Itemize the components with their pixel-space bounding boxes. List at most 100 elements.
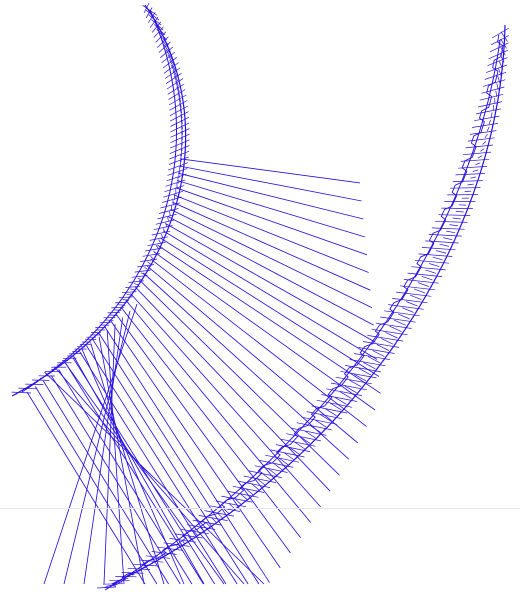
connector-line [79,351,227,585]
lower-band-tick [221,495,253,503]
upper-band-tick [181,125,183,135]
lower-band-tick [211,517,217,524]
lower-band-tick [340,370,377,379]
lower-band-tick [133,563,157,567]
connector-line [168,216,374,326]
lower-band-tick [490,35,509,46]
connector-line [50,375,181,585]
lower-band-tick [388,304,424,310]
upper-band-tick [134,269,151,273]
upper-band-tick [165,72,182,84]
upper-band-tick [168,162,189,171]
upper-band-tick [140,272,146,276]
upper-band-tick [25,383,44,385]
lower-band-tick [367,356,381,364]
lower-band-tick [278,457,289,466]
upper-band-tick [166,78,184,90]
lower-band-tick [239,493,248,500]
lower-band-tick [476,108,501,115]
upper-band-tick [130,288,136,291]
upper-band-tick [167,83,185,95]
lower-band-tick [186,524,216,530]
upper-band-tick [168,156,189,165]
vertical-connector [106,330,125,585]
lower-band-tick [372,350,385,357]
lower-band-tick [251,483,260,491]
upper-band-tick [151,230,171,236]
upper-band-tick [125,285,141,288]
lower-band-tick [358,347,395,354]
upper-band-tick [166,173,187,182]
connector-line [154,251,376,411]
upper-band-tick [170,122,190,133]
upper-band-tick [164,67,181,79]
upper-band-tick [165,179,186,187]
connector-line [175,187,368,256]
lower-band-tick [499,53,505,63]
connector-line [58,369,193,585]
lower-band-tick [301,416,337,425]
lower-band-tick [380,316,416,323]
upper-curved-band [11,2,190,397]
upper-band-tick [137,264,154,268]
lower-band-tick [358,367,371,376]
upper-band-tick [121,291,137,294]
upper-band-tick [170,65,177,77]
upper-band-tick [158,239,161,244]
upper-band-tick [167,168,188,176]
lower-band-tick [470,176,476,179]
lower-band-tick [417,282,429,287]
lower-band-tick [192,519,222,526]
upper-band-tick [163,62,179,74]
connector-line [134,286,331,492]
lower-band-tick [145,555,171,559]
upper-band-tick [151,19,164,31]
lower-band-tick [480,148,485,152]
upper-band-tick [159,208,179,214]
upper-band-tick [161,196,182,203]
upper-band-tick [149,236,168,241]
upper-band-tick [169,105,189,117]
upper-band-tick [169,150,190,160]
connector-line [163,230,378,360]
lower-band-tick [320,414,332,422]
lower-band-tick [254,465,288,473]
lower-band-tick [329,402,342,411]
upper-band-tick [161,39,171,51]
upper-band-tick [177,92,182,103]
connector-line [180,158,361,184]
vertical-connector [90,343,165,585]
upper-band-tick [155,219,175,225]
upper-band-tick [161,51,176,64]
upper-band-tick [164,185,185,193]
lower-band-tick [381,338,394,345]
connector-line [98,332,260,585]
upper-band-tick [179,108,183,119]
lower-band-inner-edge [104,39,501,591]
upper-band-tick [131,275,148,278]
upper-band-tick [165,222,168,228]
upper-band-tick [165,49,174,61]
upper-band-tick [175,81,180,92]
lower-band-tick [389,325,402,333]
vertical-connector [63,360,225,585]
connector-line [130,293,321,508]
lower-band-tick [410,294,422,300]
connector-line [125,299,312,523]
lower-band-tick [485,64,508,73]
lower-band-tick [103,583,123,585]
upper-band-tick [167,216,169,222]
upper-band-tick [163,190,184,198]
lower-band-tick [296,422,332,431]
vertical-connector [72,354,205,585]
lower-band-tick [330,382,367,391]
lower-band-tick [151,551,177,555]
lower-band-tick [267,468,277,476]
upper-band-tick [169,100,188,111]
upper-band-tick [28,385,31,388]
connector-lines [26,158,381,585]
lower-band-tick [198,515,228,521]
lower-band-tick [232,485,265,493]
upper-band-tick [181,136,183,146]
